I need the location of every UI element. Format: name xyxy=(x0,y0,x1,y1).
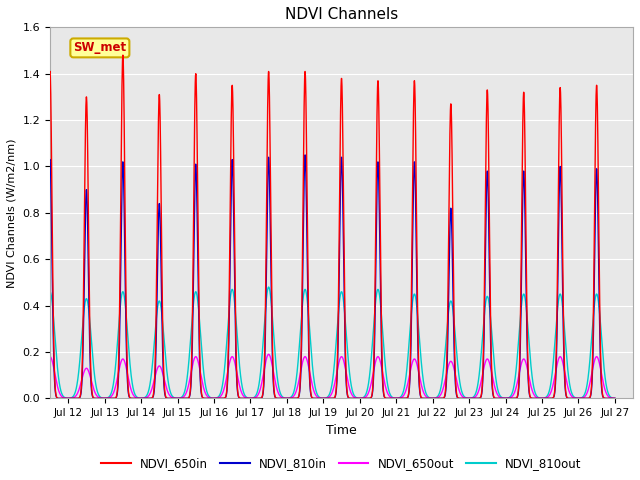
NDVI_650in xyxy=(512,396,520,401)
NDVI_650out xyxy=(265,351,273,357)
NDVI_810out xyxy=(484,294,492,300)
NDVI_650out xyxy=(611,396,619,401)
Line: NDVI_810out: NDVI_810out xyxy=(32,287,615,398)
NDVI_810out xyxy=(376,300,384,306)
NDVI_650out xyxy=(28,396,36,401)
Line: NDVI_650in: NDVI_650in xyxy=(32,55,615,398)
NDVI_650in xyxy=(611,396,619,401)
NDVI_650in xyxy=(28,396,36,401)
NDVI_810out xyxy=(611,396,619,401)
NDVI_810in xyxy=(512,396,520,401)
NDVI_650in xyxy=(376,248,384,253)
NDVI_650out xyxy=(527,384,535,390)
X-axis label: Time: Time xyxy=(326,424,357,437)
NDVI_810out xyxy=(527,365,535,371)
NDVI_810in xyxy=(28,396,36,401)
NDVI_810in xyxy=(527,396,535,401)
NDVI_650out xyxy=(346,384,353,390)
Line: NDVI_810in: NDVI_810in xyxy=(32,155,615,398)
NDVI_810out xyxy=(148,360,156,365)
NDVI_650out xyxy=(484,356,492,362)
NDVI_650in xyxy=(527,395,535,401)
NDVI_810out xyxy=(512,367,520,372)
NDVI_810out xyxy=(346,367,353,372)
NDVI_650out xyxy=(148,384,156,389)
NDVI_650in xyxy=(484,89,492,95)
Title: NDVI Channels: NDVI Channels xyxy=(285,7,398,22)
NDVI_810in xyxy=(148,395,156,400)
NDVI_650in xyxy=(346,396,353,401)
NDVI_810in xyxy=(376,286,384,291)
Text: SW_met: SW_met xyxy=(74,41,127,54)
NDVI_650out xyxy=(512,384,520,390)
NDVI_810in xyxy=(611,396,619,401)
NDVI_650out xyxy=(376,359,384,365)
NDVI_810in xyxy=(301,152,309,158)
NDVI_810in xyxy=(346,396,353,401)
Line: NDVI_650out: NDVI_650out xyxy=(32,354,615,398)
Y-axis label: NDVI Channels (W/m2/nm): NDVI Channels (W/m2/nm) xyxy=(7,138,17,288)
NDVI_810in xyxy=(484,169,492,175)
NDVI_650in xyxy=(119,52,127,58)
NDVI_810out xyxy=(265,284,273,290)
NDVI_810out xyxy=(28,396,36,401)
Legend: NDVI_650in, NDVI_810in, NDVI_650out, NDVI_810out: NDVI_650in, NDVI_810in, NDVI_650out, NDV… xyxy=(97,453,586,475)
NDVI_650in xyxy=(149,394,157,400)
